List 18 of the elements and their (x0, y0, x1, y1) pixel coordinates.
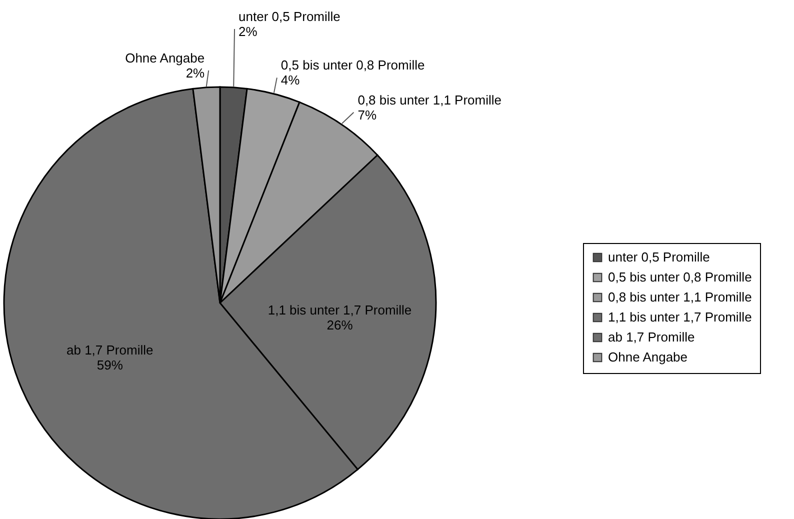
legend-label: unter 0,5 Promille (608, 250, 710, 264)
legend-label: ab 1,7 Promille (608, 330, 695, 344)
data-label: 7% (358, 107, 377, 122)
slice-label: 0,8 bis unter 1,1 Promille (358, 92, 502, 108)
slice-label: 1,1 bis unter 1,7 Promille (268, 302, 412, 318)
legend-label: 0,8 bis unter 1,1 Promille (608, 290, 752, 304)
data-label: 26% (326, 318, 354, 333)
data-label: 2% (186, 65, 206, 80)
slice-label: ab 1,7 Promille (66, 342, 154, 358)
legend-label: 1,1 bis unter 1,7 Promille (608, 310, 752, 324)
slice-label: unter 0,5 Promille (238, 9, 340, 24)
data-label: 59% (96, 358, 124, 373)
data-label: 2% (238, 24, 258, 39)
legend-label: Ohne Angabe (608, 350, 688, 364)
slice-label: 0,5 bis unter 0,8 Promille (280, 58, 425, 73)
data-label: 4% (280, 72, 300, 88)
slice-label: Ohne Angabe (125, 50, 205, 66)
legend-label: 0,5 bis unter 0,8 Promille (608, 270, 752, 284)
